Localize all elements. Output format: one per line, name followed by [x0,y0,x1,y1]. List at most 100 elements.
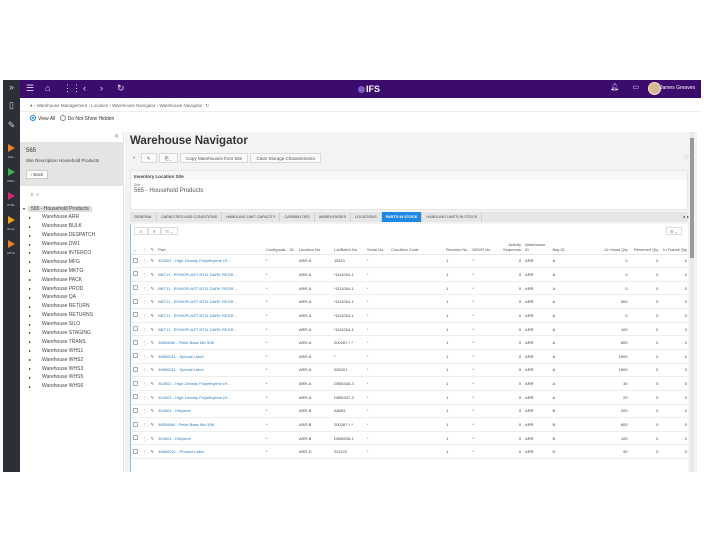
expand-arrow-icon[interactable]: ▸ [29,294,32,300]
row-menu-icon[interactable]: ⋮ [140,281,149,296]
tab-capacities-and-conditions[interactable]: CAPACITIES AND CONDITIONS [157,212,223,222]
row-menu-icon[interactable]: ⋮ [140,363,149,378]
attachment-icon[interactable]: ✎ [148,335,157,350]
close-icon[interactable]: ✕ [113,134,119,140]
actions-dropdown[interactable]: ⎘ ⌄ [158,153,178,163]
table-row[interactable]: ⋮ ✎ BBT11 - RYMOPLAST BT11 DARK REGR... * AR… [131,308,689,323]
tree-item-warehouse[interactable]: ▸ Warehouse MKTG [29,267,84,274]
tree-item-warehouse[interactable]: ▸ Warehouse PACK [29,276,83,283]
expand-arrow-icon[interactable]: ▸ [29,330,32,336]
attachment-icon[interactable]: ✎ [148,390,157,405]
row-menu-icon[interactable]: ⋮ [140,431,149,446]
collapse-icon[interactable]: « [133,155,136,160]
forward-icon[interactable]: › [100,83,103,93]
attachment-icon[interactable]: ✎ [148,349,157,364]
column-header[interactable]: Revision No [443,238,471,255]
table-row[interactable]: ⋮ ✎ 502602 - High-Density Polyethylene (H.… [131,390,689,405]
launcher-icon[interactable] [8,240,15,248]
expand-icon[interactable]: » [8,82,14,92]
scroll-right-icon[interactable]: ▸ [686,214,689,219]
attachment-icon[interactable]: ✎ [148,281,157,296]
bookmark-icon[interactable]: ▯ [9,100,14,110]
column-header[interactable]: Reserved Qty [629,238,661,255]
row-menu-icon[interactable]: ⋮ [140,376,149,391]
edit-button[interactable]: ✎ [140,153,157,163]
avatar[interactable] [648,82,661,95]
tree-item-warehouse[interactable]: ▸ Warehouse DW1 [29,241,80,248]
filter-icon[interactable]: ⊽ [147,227,161,235]
tree-item-warehouse[interactable]: ▸ Warehouse INTERCO [29,249,92,256]
tab-warehouses[interactable]: WAREHOUSES [315,212,351,222]
part-link[interactable]: BBT11 - RYMOPLAST BT11 DARK REGR... [158,271,237,277]
row-checkbox[interactable] [133,298,138,304]
back-icon[interactable]: ‹ [83,83,86,93]
tree-item-warehouse[interactable]: ▸ Warehouse WHS1 [29,347,84,354]
menu-icon[interactable]: ☰ [26,83,35,93]
expand-arrow-icon[interactable]: ▸ [29,286,32,292]
tab-handling-unit-capacity[interactable]: HANDLING UNIT CAPACITY [222,212,281,222]
row-menu-icon[interactable]: ⋮ [140,417,149,432]
attachment-icon[interactable]: ✎ [148,404,157,419]
attachment-icon[interactable]: ✎ [148,417,157,432]
part-link[interactable]: BBT11 - RYMOPLAST BT11 DARK REGR... [158,326,237,332]
tree-item-warehouse[interactable]: ▸ Warehouse STAGING [29,329,91,336]
list-view-icon[interactable]: ☷ [134,227,148,235]
expand-arrow-icon[interactable]: ▸ [29,339,32,345]
refresh-icon[interactable]: ↻ [117,83,125,93]
table-row[interactable]: ⋮ ✎ 5656002L - Product Label * ARR-D 221122 * 1… [131,444,689,460]
tab-parts-in-stock[interactable]: PARTS IN STOCK [381,212,423,222]
column-header[interactable]: Location No [296,238,332,255]
view-all-radio[interactable]: View All [30,115,55,122]
part-link[interactable]: 502602 - High-Density Polyethylene (H... [158,381,231,387]
part-link[interactable]: 502602 - High-Density Polyethylene (H... [158,394,231,400]
column-header[interactable]: Part [156,238,264,255]
tab-locations[interactable]: LOCATIONS [351,212,382,222]
row-checkbox[interactable] [133,285,138,291]
attachment-icon[interactable]: ✎ [148,267,157,282]
table-row[interactable]: ⋮ ✎ 502601 - Ethylene * ARR-B A8281 * 1 * 0 ARR B 20… [131,404,689,419]
expand-arrow-icon[interactable]: ▸ [29,241,32,247]
home-icon[interactable]: ⌂ [45,83,51,93]
tab-capabilities[interactable]: CAPABILITIES [280,212,315,222]
tree-item-warehouse[interactable]: ▸ Warehouse MFG [29,258,80,265]
row-checkbox[interactable] [133,353,138,359]
row-checkbox[interactable] [133,448,138,454]
home-dot-icon[interactable]: ● [30,103,33,108]
attachment-icon[interactable]: ✎ [148,294,157,310]
launcher-icon[interactable] [8,216,15,224]
attachment-icon[interactable]: ✎ [148,444,157,460]
vertical-scrollbar[interactable] [690,132,694,472]
part-link[interactable]: 5656002L - Product Label [158,449,205,455]
expand-arrow-icon[interactable]: ▸ [29,214,32,220]
table-row[interactable]: ⋮ ✎ 565598M - Pellet Base Mix 598 * ARR-A 200… [131,335,689,350]
row-checkbox[interactable] [133,339,138,345]
part-link[interactable]: 5656001L - Special Label [158,367,204,373]
row-checkbox[interactable] [133,312,138,318]
row-checkbox[interactable] [133,271,138,277]
row-checkbox[interactable] [133,257,138,263]
notification-bell-icon[interactable]: 🔔︎ [610,84,619,91]
launcher-icon[interactable] [8,144,15,152]
do-not-show-hidden-radio[interactable]: Do Not Show Hidden [59,115,114,122]
attachment-icon[interactable]: ✎ [148,322,157,337]
refresh-icon[interactable]: ↻ [205,103,210,108]
row-checkbox[interactable] [133,407,138,413]
expand-arrow-icon[interactable]: ▸ [29,259,32,265]
copy-warehouses-button[interactable]: Copy Warehouses from Site [180,153,249,163]
tree-item-warehouse[interactable]: ▸ Warehouse RETURNS [29,312,93,319]
row-menu-icon[interactable]: ⋮ [140,444,149,460]
tree-item-warehouse[interactable]: ▸ Warehouse DESPATCH [29,232,96,239]
column-header[interactable]: Warehouse ID [523,238,551,255]
launcher-label[interactable]: SOL... [7,155,17,159]
column-header[interactable]: On Hand Qty [585,238,630,255]
row-menu-icon[interactable]: ⋮ [140,308,149,323]
row-checkbox[interactable] [133,421,138,427]
row-checkbox[interactable] [133,366,138,372]
row-checkbox[interactable] [133,394,138,400]
tree-item-warehouse[interactable]: ▸ Warehouse BULK [29,223,82,230]
table-row[interactable]: ⋮ ✎ 5656001L - Special Label * ARR-A 095201 * 1… [131,363,689,378]
launcher-label[interactable]: API E... [6,251,18,255]
expand-arrow-icon[interactable]: ▸ [29,348,32,354]
part-link[interactable]: BBT11 - RYMOPLAST BT11 DARK REGR... [158,285,237,291]
attachment-icon[interactable]: ✎ [148,308,157,323]
